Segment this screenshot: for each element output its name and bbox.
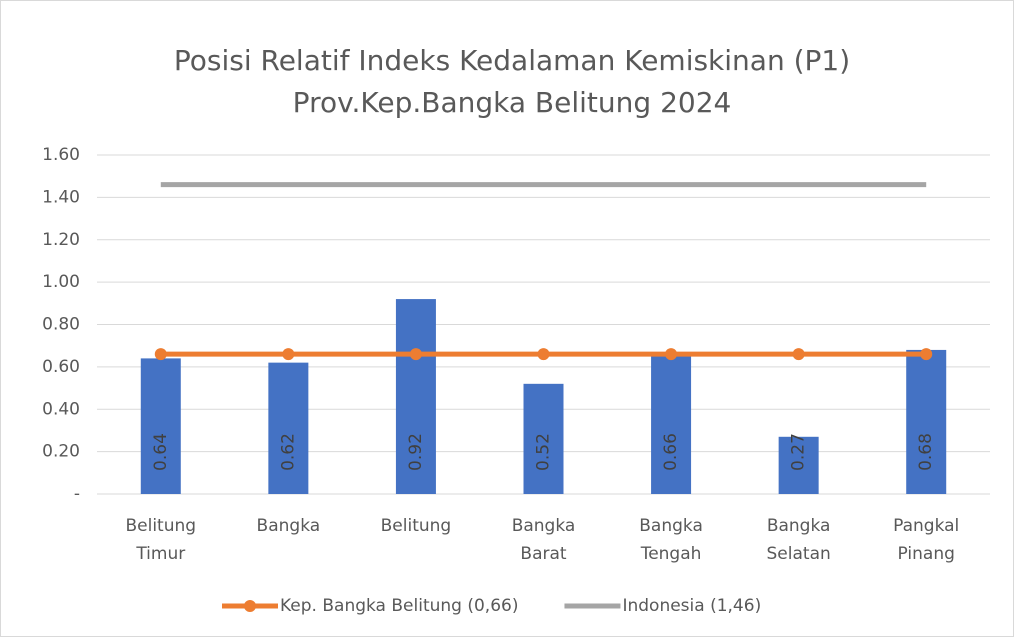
x-tick-label: Belitung bbox=[381, 516, 452, 536]
bar bbox=[268, 362, 309, 494]
y-tick-label: 0.40 bbox=[42, 399, 80, 419]
legend-marker bbox=[244, 600, 256, 612]
marker bbox=[665, 348, 678, 361]
x-tick-label: Bangka Tengah bbox=[639, 516, 703, 564]
legend-label: Indonesia (1,46) bbox=[622, 596, 761, 616]
legend-label: Kep. Bangka Belitung (0,66) bbox=[280, 596, 518, 616]
data-label: 0.64 bbox=[151, 433, 171, 471]
y-tick-label: - bbox=[74, 484, 80, 504]
y-tick-label: 0.60 bbox=[42, 357, 80, 377]
bar bbox=[778, 436, 819, 494]
marker bbox=[537, 348, 550, 361]
x-tick-label: Bangka Selatan bbox=[767, 516, 831, 564]
marker bbox=[792, 348, 805, 361]
bar bbox=[395, 299, 436, 494]
bar bbox=[906, 349, 947, 494]
data-label: 0.92 bbox=[406, 433, 426, 471]
y-tick-label: 1.00 bbox=[42, 272, 80, 292]
chart-title: Prov.Kep.Bangka Belitung 2024 bbox=[293, 86, 732, 119]
marker bbox=[154, 348, 167, 361]
x-tick-label: Belitung Timur bbox=[125, 516, 196, 564]
y-tick-label: 0.80 bbox=[42, 315, 80, 335]
data-label: 0.62 bbox=[278, 433, 298, 471]
data-label: 0.68 bbox=[916, 433, 936, 471]
y-tick-label: 0.20 bbox=[42, 442, 80, 462]
x-tick-label: Bangka Barat bbox=[512, 516, 576, 564]
bar bbox=[140, 358, 181, 494]
data-label: 0.52 bbox=[534, 433, 554, 471]
x-tick-label: Pangkal Pinang bbox=[893, 516, 959, 564]
bar bbox=[651, 354, 692, 494]
y-tick-label: 1.40 bbox=[42, 187, 80, 207]
marker bbox=[282, 348, 295, 361]
data-label: 0.66 bbox=[661, 433, 681, 471]
marker bbox=[409, 348, 422, 361]
y-tick-label: 1.20 bbox=[42, 230, 80, 250]
chart-title: Posisi Relatif Indeks Kedalaman Kemiskin… bbox=[174, 44, 850, 77]
data-label: 0.27 bbox=[789, 433, 809, 471]
marker bbox=[920, 348, 933, 361]
x-tick-label: Bangka bbox=[257, 516, 321, 536]
y-tick-label: 1.60 bbox=[42, 145, 80, 165]
bar bbox=[523, 383, 564, 494]
